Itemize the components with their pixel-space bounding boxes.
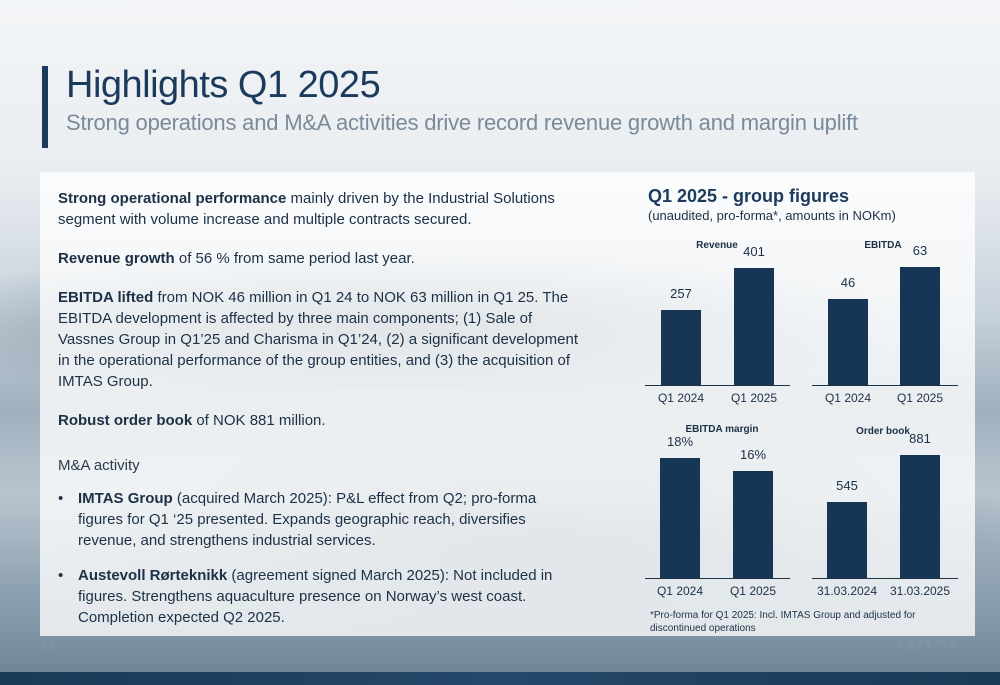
highlights-text: Strong operational performance mainly dr… [58, 188, 578, 642]
figures-title: Q1 2025 - group figures [648, 186, 850, 206]
ebitda-category-label: Q1 2025 [896, 391, 944, 405]
ma-bullet-austevoll: • Austevoll Rørteknikk (agreement signed … [58, 565, 578, 628]
order-book-bar [827, 502, 867, 578]
ma-bullet-list: • IMTAS Group (acquired March 2025): P&L … [58, 488, 578, 628]
ebitda-value-label: 63 [912, 243, 928, 258]
highlight-revenue-text: of 56 % from same period last year. [174, 250, 415, 267]
order-book-x-axis [812, 578, 958, 579]
highlight-revenue-bold: Revenue growth [58, 250, 175, 267]
ebitda-bar [828, 299, 868, 385]
page-number: 14 [42, 640, 55, 652]
content-panel [40, 172, 975, 636]
bullet-dot: • [58, 490, 64, 507]
order-book-chart-title: Order book [856, 426, 910, 437]
highlight-revenue: Revenue growth of 56 % from same period … [58, 248, 578, 269]
ma-activity-heading: M&A activity [58, 457, 140, 474]
revenue-value-label: 257 [670, 286, 692, 301]
ma-bullet-austevoll-text: (agreement signed March 2025): Not inclu… [78, 567, 553, 626]
ebitda-bar [900, 267, 940, 385]
highlight-ebitda-bold: EBITDA lifted [58, 289, 154, 306]
ebitda-value-label: 46 [840, 275, 856, 290]
page-subtitle: Strong operations and M&A activities dri… [66, 110, 858, 135]
order-book-bar [900, 455, 940, 578]
revenue-chart-title: Revenue [696, 240, 738, 251]
ebitda-category-label: Q1 2024 [824, 391, 872, 405]
ma-bullet-imtas-text: (acquired March 2025): P&L effect from Q… [78, 490, 537, 549]
ebitda-margin-value-label: 18% [666, 434, 694, 449]
highlight-operational-text: mainly driven by the Industrial Solution… [58, 190, 555, 228]
revenue-x-axis [645, 385, 790, 386]
ebitda-x-axis [812, 385, 958, 386]
revenue-bar [661, 310, 701, 385]
order-book-value-label: 545 [836, 478, 858, 493]
revenue-category-label: Q1 2025 [730, 391, 778, 405]
bottom-band [0, 672, 1000, 685]
ebitda-margin-bar [660, 458, 700, 578]
highlight-orderbook-text: of NOK 881 million. [192, 412, 326, 429]
ebitda-margin-chart-title: EBITDA margin [685, 424, 759, 435]
ebitda-margin-category-label: Q1 2024 [656, 584, 704, 598]
highlight-orderbook: Robust order book of NOK 881 million. [58, 410, 578, 431]
order-book-category-label: 31.03.2025 [889, 584, 951, 598]
revenue-bar [734, 268, 774, 385]
footnote: *Pro-forma for Q1 2025: Incl. IMTAS Grou… [650, 610, 916, 634]
order-book-category-label: 31.03.2024 [816, 584, 878, 598]
ebitda-margin-x-axis [645, 578, 790, 579]
page-title: Highlights Q1 2025 [66, 64, 381, 106]
ebitda-margin-value-label: 16% [739, 447, 767, 462]
highlight-operational: Strong operational performance mainly dr… [58, 188, 578, 230]
highlight-operational-bold: Strong operational performance [58, 190, 287, 207]
revenue-value-label: 401 [743, 244, 765, 259]
highlight-orderbook-bold: Robust order book [58, 412, 193, 429]
ebitda-chart-title: EBITDA [864, 240, 902, 251]
ma-bullet-imtas-bold: IMTAS Group [78, 490, 173, 507]
figures-subtitle: (unaudited, pro-forma*, amounts in NOKm) [648, 208, 896, 223]
site-url: eqva.no [898, 638, 959, 650]
title-accent-bar [42, 66, 48, 148]
order-book-value-label: 881 [909, 431, 931, 446]
revenue-category-label: Q1 2024 [657, 391, 705, 405]
ma-bullet-austevoll-bold: Austevoll Rørteknikk [78, 567, 228, 584]
ma-bullet-imtas: • IMTAS Group (acquired March 2025): P&L … [58, 488, 578, 551]
ebitda-margin-category-label: Q1 2025 [729, 584, 777, 598]
highlight-ebitda: EBITDA lifted from NOK 46 million in Q1 … [58, 287, 578, 392]
highlight-ebitda-text: from NOK 46 million in Q1 24 to NOK 63 m… [58, 289, 578, 390]
ebitda-margin-bar [733, 471, 773, 578]
bullet-dot: • [58, 567, 64, 584]
